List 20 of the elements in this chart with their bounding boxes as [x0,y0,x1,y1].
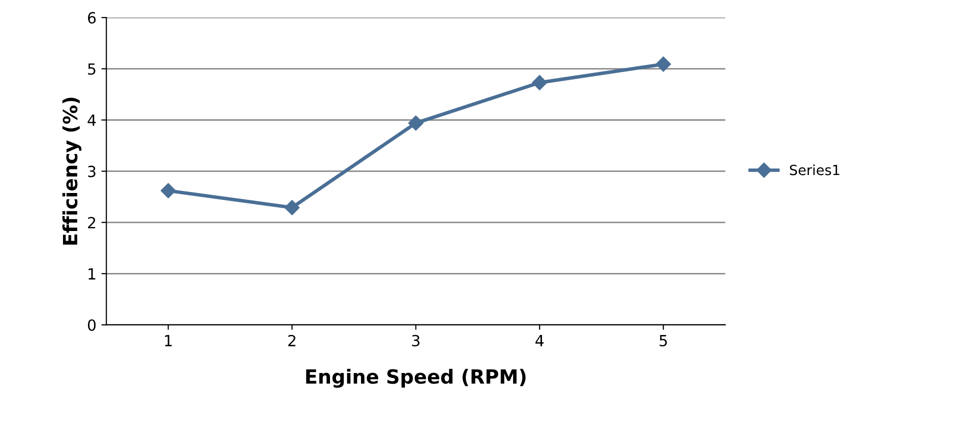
legend-label: Series1 [790,164,840,176]
x-tick-label: 3 [412,334,420,346]
y-tick-label: 1 [88,268,96,280]
point [160,183,176,198]
x-tick-label: 1 [165,335,172,346]
point [408,115,424,131]
y-tick-label: 2 [88,216,96,228]
y-tick-label: 4 [88,114,96,126]
y-tick-label: 3 [88,166,96,178]
x-tick-label: 5 [660,335,667,346]
y-axis-title: Efficiency (%) [62,98,82,245]
point [284,200,300,216]
x-axis-title: Engine Speed (RPM) [306,368,526,388]
point [656,56,671,72]
x-tick-label: 4 [535,335,544,346]
point [532,75,548,90]
y-tick-label: 0 [88,319,96,331]
y-tick-label: 5 [88,63,96,75]
x-tick-label: 2 [288,334,296,346]
y-tick-label: 6 [88,12,96,24]
